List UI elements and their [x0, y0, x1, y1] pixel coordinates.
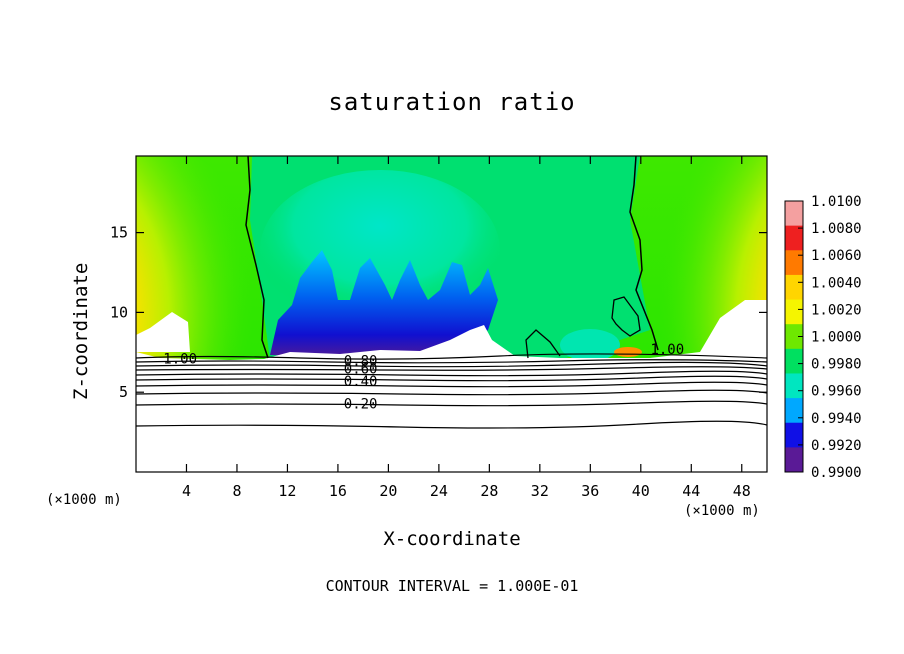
- x-tick-label: 44: [682, 482, 700, 500]
- contour-loop-b: [611, 296, 641, 337]
- chart-title: saturation ratio: [328, 88, 576, 116]
- plot-frame: [135, 155, 768, 473]
- x-tick-label: 20: [379, 482, 397, 500]
- y-tick-label: 15: [110, 224, 128, 242]
- x-tick-label: 32: [531, 482, 549, 500]
- colorbar-swatch: [785, 225, 803, 251]
- sub-surface-contours: [136, 353, 767, 429]
- x-tick-label: 16: [329, 482, 347, 500]
- contour-1.00-left: [245, 156, 269, 359]
- x-tick-label: 12: [278, 482, 296, 500]
- blue-subsaturated-region: [270, 250, 498, 356]
- x-tick-label: 28: [480, 482, 498, 500]
- contour-label: 0.40: [344, 374, 378, 390]
- colorbar-swatch: [785, 274, 803, 301]
- contour-interval-note: CONTOUR INTERVAL = 1.000E-01: [325, 577, 579, 595]
- contour-labels: 1.00 1.00 0.800.600.40 0.20: [163, 342, 684, 412]
- colorbar-label: 0.9940: [811, 411, 862, 427]
- x-tick-label: 36: [581, 482, 599, 500]
- colorbar-label: 1.0020: [811, 302, 862, 318]
- colorbar-label: 1.0040: [811, 275, 862, 291]
- x-tick-label: 4: [182, 482, 191, 500]
- colorbar-swatch: [785, 250, 803, 276]
- contour-1.00-right: [629, 156, 659, 351]
- x-unit-left: (×1000 m): [46, 492, 122, 508]
- colorbar-swatch: [785, 201, 803, 227]
- colorbar-label: 1.0000: [811, 330, 862, 346]
- contour-label: 0.80: [344, 353, 378, 369]
- colorbar-swatch: [785, 324, 803, 350]
- colorbar-swatch: [785, 398, 803, 424]
- colorbar-label: 0.9900: [811, 465, 862, 481]
- colorbar-swatch: [785, 299, 803, 325]
- colorbar-swatch: [785, 422, 803, 448]
- contour-label: 0.60: [344, 361, 378, 377]
- contour-loop-a: [525, 329, 561, 359]
- x-tick-label: 8: [232, 482, 241, 500]
- colorbar-label: 1.0100: [811, 194, 862, 210]
- y-tick-label: 5: [119, 383, 128, 401]
- colorbar-label: 0.9980: [811, 357, 862, 373]
- colorbar-label: 0.9920: [811, 438, 862, 454]
- x-unit-right: (×1000 m): [684, 503, 760, 519]
- y-tick-label: 10: [110, 303, 128, 321]
- x-tick-label: 48: [733, 482, 751, 500]
- colorbar-label: 1.0080: [811, 221, 862, 237]
- orange-spot: [614, 347, 642, 357]
- cyan-patch-right: [560, 329, 620, 361]
- contour-label: 1.00: [650, 342, 684, 358]
- y-axis-label: Z-coordinate: [70, 262, 92, 400]
- colorbar: 1.0100 1.0080 1.0060 1.0040 1.0020 1.0000 0.99…: [784, 194, 862, 481]
- colorbar-swatch: [785, 447, 803, 473]
- x-axis-ticks: 4 8 12 16 20 24 28 32 36 40 44 48: [182, 156, 751, 500]
- colorbar-swatch: [785, 348, 803, 374]
- x-axis-label: X-coordinate: [383, 528, 521, 550]
- contour-label: 0.20: [344, 396, 378, 412]
- contour-label: 1.00: [163, 352, 197, 368]
- colorbar-swatch: [785, 373, 803, 399]
- colorbar-label: 1.0060: [811, 248, 862, 264]
- x-tick-label: 24: [430, 482, 448, 500]
- colorbar-label: 0.9960: [811, 384, 862, 400]
- left-white-notch: [136, 312, 190, 352]
- y-axis-ticks: 5 10 15: [110, 224, 767, 401]
- x-tick-label: 40: [632, 482, 650, 500]
